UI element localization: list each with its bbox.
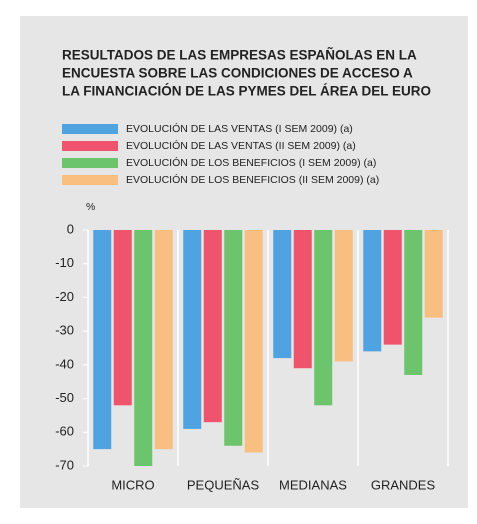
legend-swatch — [62, 158, 118, 168]
x-tick-label: MICRO — [111, 477, 154, 492]
y-tick-label: 0 — [67, 221, 74, 236]
bar — [334, 230, 353, 362]
bar — [224, 230, 243, 446]
legend-label: EVOLUCIÓN DE LAS VENTAS (II SEM 2009) (a… — [126, 139, 356, 152]
bar — [244, 230, 263, 453]
y-tick-label: -60 — [55, 424, 74, 439]
legend-label: EVOLUCIÓN DE LAS VENTAS (I SEM 2009) (a) — [126, 122, 353, 135]
bar — [424, 230, 443, 318]
legend-swatch — [62, 175, 118, 185]
y-axis-label: % — [86, 201, 95, 213]
legend-swatch — [62, 124, 118, 134]
bar — [113, 230, 132, 406]
bar — [363, 230, 382, 352]
y-tick-label: -30 — [55, 323, 74, 338]
legend-swatch — [62, 141, 118, 151]
chart-title: LA FINANCIACIÓN DE LAS PYMES DEL ÁREA DE… — [62, 84, 431, 99]
bar — [314, 230, 333, 406]
bar — [154, 230, 173, 450]
y-tick-label: -20 — [55, 289, 74, 304]
x-tick-label: GRANDES — [371, 477, 436, 492]
bar — [273, 230, 292, 359]
legend-label: EVOLUCIÓN DE LOS BENEFICIOS (II SEM 2009… — [126, 173, 379, 186]
x-tick-label: PEQUEÑAS — [187, 477, 260, 492]
chart-title: RESULTADOS DE LAS EMPRESAS ESPAÑOLAS EN … — [62, 48, 417, 63]
y-tick-label: -70 — [55, 457, 74, 472]
bar — [404, 230, 423, 375]
chart-title: ENCUESTA SOBRE LAS CONDICIONES DE ACCESO… — [62, 66, 413, 81]
x-tick-label: MEDIANAS — [279, 477, 347, 492]
y-tick-label: -50 — [55, 390, 74, 405]
y-tick-label: -40 — [55, 356, 74, 371]
bar — [183, 230, 202, 429]
bar — [293, 230, 312, 369]
bar — [93, 230, 112, 450]
bar — [383, 230, 402, 345]
legend-label: EVOLUCIÓN DE LOS BENEFICIOS (I SEM 2009)… — [126, 156, 376, 169]
bar — [203, 230, 222, 423]
y-tick-label: -10 — [55, 255, 74, 270]
bar — [134, 230, 153, 466]
